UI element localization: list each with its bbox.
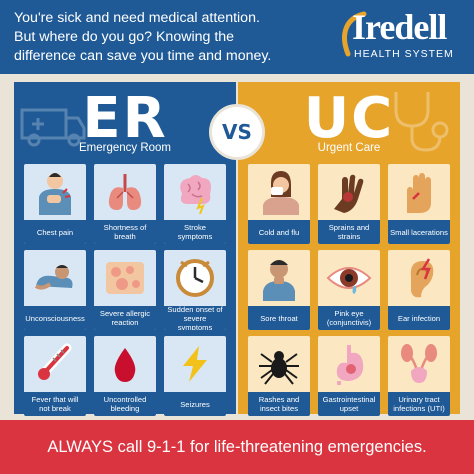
logo-word: Iredell — [352, 7, 447, 47]
fainted-person-icon — [24, 250, 86, 306]
uc-card-label: Sore throat — [248, 306, 310, 330]
er-card-label: Chest pain — [24, 220, 86, 244]
blood-drop-icon — [94, 336, 156, 392]
er-card: Seizures — [164, 336, 226, 416]
uc-card-label: Ear infection — [388, 306, 450, 330]
logo-swoosh-icon — [342, 11, 367, 57]
er-card-label: Fever that will not break — [24, 392, 86, 416]
uc-card-label: Urinary tract infections (UTI) — [388, 392, 450, 416]
chest-pain-icon — [24, 164, 86, 220]
uc-card: Small lacerations — [388, 164, 450, 244]
brain-icon — [164, 164, 226, 220]
header-line: You're sick and need medical attention. — [14, 10, 260, 26]
uc-card: Gastrointestinal upset — [318, 336, 380, 416]
clock-icon — [164, 250, 226, 306]
er-card: Unconsciousness — [24, 250, 86, 330]
ambulance-icon — [20, 108, 86, 147]
uc-card: Sprains and strains — [318, 164, 380, 244]
header-text: You're sick and need medical attention. … — [14, 9, 314, 66]
uc-panel: UC Urgent Care Cold and flu Spra — [238, 82, 460, 416]
footer-banner: ALWAYS call 9-1-1 for life-threatening e… — [0, 420, 474, 474]
stomach-icon — [318, 336, 380, 392]
sore-throat-icon — [248, 250, 310, 306]
er-card-label: Severe allergic reaction — [94, 306, 156, 330]
uc-card-label: Rashes and insect bites — [248, 392, 310, 416]
uc-card-label: Small lacerations — [388, 220, 450, 244]
lungs-icon — [94, 164, 156, 220]
urinary-tract-icon — [388, 336, 450, 392]
uc-card-label: Gastrointestinal upset — [318, 392, 380, 416]
er-card: Severe allergic reaction — [94, 250, 156, 330]
er-card-label: Stroke symptoms — [164, 220, 226, 244]
uc-card: Pink eye (conjunctivis) — [318, 250, 380, 330]
uc-card: Urinary tract infections (UTI) — [388, 336, 450, 416]
eye-icon — [318, 250, 380, 306]
er-card: Sudden onset of severe symptoms — [164, 250, 226, 330]
header-line: But where do you go? Knowing the — [14, 29, 235, 45]
uc-card-label: Sprains and strains — [318, 220, 380, 244]
er-card-label: Shortness of breath — [94, 220, 156, 244]
header-banner: You're sick and need medical attention. … — [0, 0, 474, 74]
uc-card-label: Cold and flu — [248, 220, 310, 244]
lightning-icon — [164, 336, 226, 392]
header-line: difference can save you time and money. — [14, 48, 272, 64]
er-card: Stroke symptoms — [164, 164, 226, 244]
rash-icon — [94, 250, 156, 306]
logo-subtitle: Health System — [354, 48, 454, 60]
injured-hand-icon — [318, 164, 380, 220]
er-card-label: Sudden onset of severe symptoms — [164, 305, 226, 330]
thermometer-icon — [24, 336, 86, 392]
er-card-label: Unconsciousness — [24, 306, 86, 330]
uc-card: Sore throat — [248, 250, 310, 330]
uc-card: Ear infection — [388, 250, 450, 330]
er-card: Chest pain — [24, 164, 86, 244]
er-subtitle: Emergency Room — [78, 142, 172, 154]
uc-title: UC — [303, 86, 395, 151]
uc-card: Cold and flu — [248, 164, 310, 244]
ear-icon — [388, 250, 450, 306]
uc-card-label: Pink eye (conjunctivis) — [318, 306, 380, 330]
iredell-logo: Iredell Health System — [338, 7, 468, 68]
sneezing-person-icon — [248, 164, 310, 220]
er-card: Uncontrolled bleeding — [94, 336, 156, 416]
cut-hand-icon — [388, 164, 450, 220]
er-card-label: Seizures — [164, 392, 226, 416]
er-panel: ER Emergency Room Chest pain — [14, 82, 236, 416]
er-card: Fever that will not break — [24, 336, 86, 416]
footer-text: ALWAYS call 9-1-1 for life-threatening e… — [47, 437, 427, 456]
er-card-label: Uncontrolled bleeding — [94, 392, 156, 416]
er-title: ER — [82, 86, 168, 151]
uc-subtitle: Urgent Care — [317, 142, 381, 154]
spider-icon — [248, 336, 310, 392]
vs-badge: VS — [209, 104, 265, 160]
er-card: Shortness of breath — [94, 164, 156, 244]
stethoscope-icon — [394, 92, 449, 152]
uc-card: Rashes and insect bites — [248, 336, 310, 416]
